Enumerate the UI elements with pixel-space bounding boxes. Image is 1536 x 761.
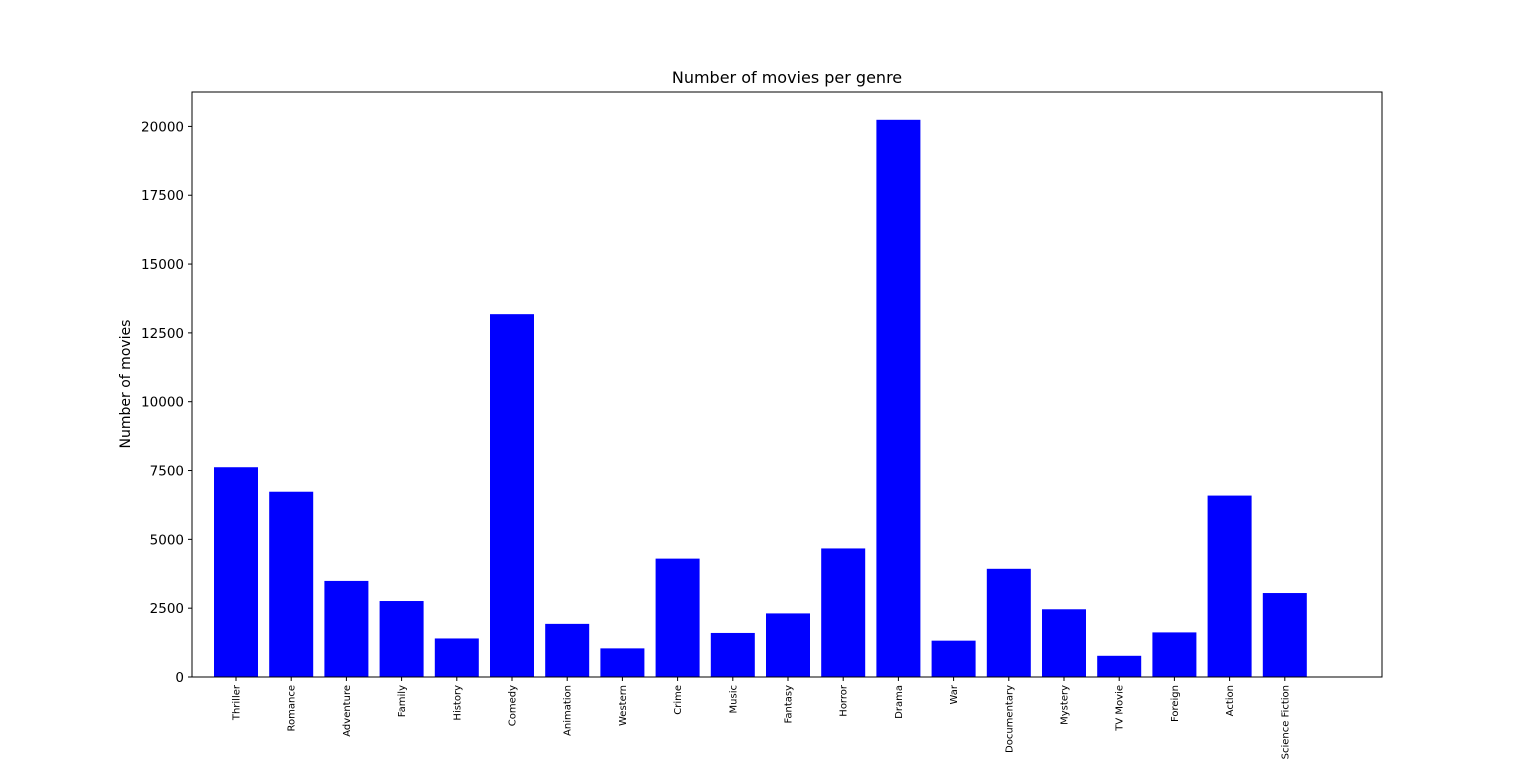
y-axis-label: Number of movies: [118, 320, 134, 449]
bar-drama: [876, 119, 921, 678]
bar-action: [1207, 495, 1252, 677]
x-tick-label: Western: [618, 685, 629, 726]
x-tick-label: Action: [1225, 685, 1236, 716]
bar-war: [931, 640, 976, 677]
x-tick-label: Documentary: [1004, 685, 1015, 753]
bar-fantasy: [766, 613, 810, 677]
x-tick-label: History: [452, 685, 463, 721]
bars-group: [214, 119, 1307, 678]
chart-title: Number of movies per genre: [672, 68, 902, 87]
y-tick-label: 20000: [141, 119, 184, 135]
bar-animation: [545, 623, 590, 677]
bar-thriller: [214, 467, 258, 677]
bar-foreign: [1152, 632, 1197, 677]
bar-mystery: [1042, 609, 1086, 677]
y-tick-label: 10000: [141, 395, 184, 411]
bar-horror: [821, 548, 866, 677]
y-tick-label: 2500: [150, 601, 184, 617]
x-tick-label: Family: [397, 685, 408, 717]
bar-comedy: [490, 314, 534, 677]
y-tick-label: 15000: [141, 257, 184, 273]
x-tick-label: Adventure: [342, 685, 353, 737]
bar-family: [379, 601, 424, 677]
x-tick-label: Drama: [894, 685, 905, 719]
x-tick-label: TV Movie: [1115, 685, 1126, 732]
bar-documentary: [986, 568, 1031, 677]
x-tick-label: Mystery: [1060, 685, 1071, 725]
plot-frame: [191, 91, 1383, 678]
x-tick-label: Crime: [673, 685, 684, 715]
x-tick-label: Romance: [287, 685, 298, 731]
bar-romance: [269, 491, 314, 677]
y-tick-label: 17500: [141, 188, 184, 204]
bar-history: [434, 638, 479, 677]
x-tick-label: Animation: [563, 685, 574, 736]
y-tick-label: 5000: [150, 532, 184, 548]
y-tick-label: 7500: [150, 464, 184, 480]
x-tick-label: Thriller: [232, 684, 243, 721]
x-tick-label: Horror: [839, 684, 850, 717]
y-tick-label: 0: [175, 670, 184, 686]
x-axis: Thriller Romance Adventure Family History Com…: [232, 677, 1291, 759]
bar-adventure: [324, 580, 369, 677]
bar-tv-movie: [1097, 655, 1142, 677]
x-tick-label: Fantasy: [784, 685, 795, 724]
x-tick-label: Comedy: [508, 685, 519, 726]
bar-science-fiction: [1262, 593, 1307, 677]
bar-music: [710, 632, 755, 677]
x-tick-label: Science Fiction: [1280, 685, 1291, 759]
bar-western: [600, 648, 645, 677]
y-axis: 0 2500 5000 7500 10000 12500 15000 17500 20000: [141, 119, 192, 686]
x-tick-label: War: [949, 684, 960, 704]
bar-crime: [655, 558, 700, 677]
y-tick-label: 12500: [141, 326, 184, 342]
x-tick-label: Foreign: [1170, 685, 1181, 722]
x-tick-label: Music: [728, 685, 739, 713]
